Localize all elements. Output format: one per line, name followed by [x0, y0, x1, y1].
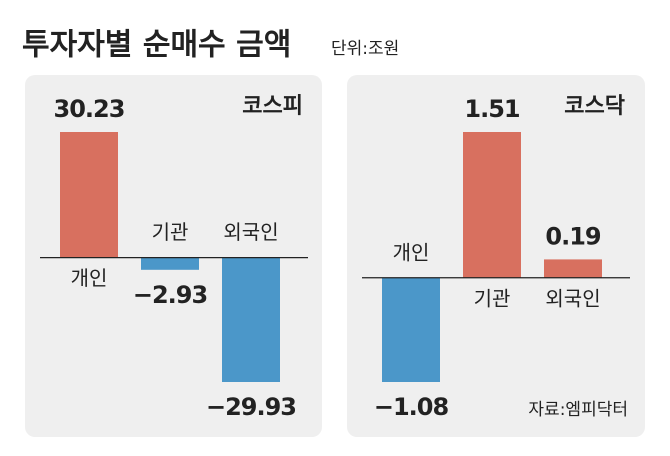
bar [141, 257, 199, 270]
value-label: −29.93 [206, 393, 296, 421]
chart-title: 투자자별 순매수 금액 [22, 28, 291, 63]
source-label: 자료:엠피닥터 [528, 400, 628, 420]
bar [222, 257, 280, 382]
panel-title: 코스피 [242, 94, 303, 119]
category-label: 개인 [71, 266, 108, 290]
panel-title: 코스닥 [564, 94, 625, 119]
value-label: 1.51 [464, 95, 520, 123]
bar [382, 277, 440, 382]
value-label: 30.23 [54, 95, 125, 123]
category-label: 기관 [152, 220, 189, 244]
value-label: −2.93 [133, 281, 207, 309]
category-label: 기관 [474, 286, 511, 310]
value-label: −1.08 [374, 393, 449, 421]
value-label: 0.19 [545, 222, 601, 250]
bar [60, 132, 118, 258]
bar [544, 259, 602, 278]
category-label: 개인 [393, 240, 430, 264]
category-label: 외국인 [545, 286, 600, 310]
bar [463, 132, 521, 278]
unit-label: 단위:조원 [331, 39, 399, 59]
category-label: 외국인 [223, 220, 278, 244]
